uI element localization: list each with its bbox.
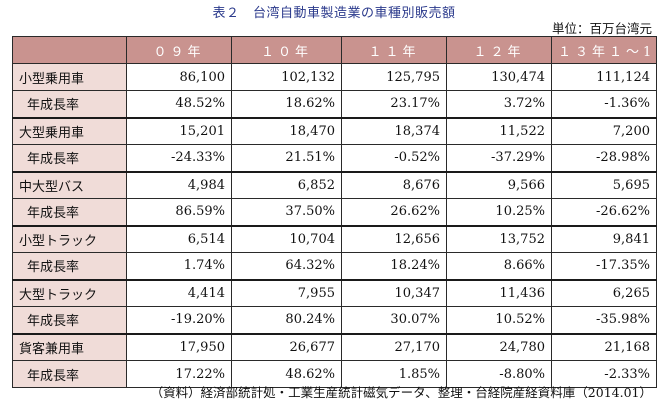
table-row: 年成長率 48.52% 18.62% 23.17% 3.72% -1.36% <box>12 90 657 118</box>
value-cell: 6,265 <box>551 278 657 307</box>
value-cell: 37.50% <box>231 198 342 226</box>
row-label: 大型トラック <box>12 278 127 307</box>
value-cell: 18,470 <box>231 116 342 145</box>
value-cell: 1.74% <box>126 252 232 280</box>
header-cell: １１年 <box>341 36 447 64</box>
row-label: 年成長率 <box>12 90 127 118</box>
value-cell: 18.62% <box>231 90 342 118</box>
header-cell: １３年１〜10月 <box>551 36 657 64</box>
value-cell: 12,656 <box>341 224 447 253</box>
value-cell: 5,695 <box>551 170 657 199</box>
value-cell: -26.62% <box>551 198 657 226</box>
row-label: 小型トラック <box>12 224 127 253</box>
table-row: 年成長率 -19.20% 80.24% 30.07% 10.52% -35.98% <box>12 306 657 334</box>
row-label: 小型乗用車 <box>12 63 127 91</box>
value-cell: 4,984 <box>126 170 232 199</box>
table-row: 小型乗用車 86,100 102,132 125,795 130,474 111,124 <box>12 63 657 91</box>
value-cell: 6,852 <box>231 170 342 199</box>
header-cell: ０９年 <box>126 36 232 64</box>
value-cell: 1.85% <box>341 360 447 388</box>
header-row: ０９年 １０年 １１年 １２年 １３年１〜10月 <box>12 36 657 64</box>
row-label: 年成長率 <box>12 360 127 388</box>
unit-label: 単位：百万台湾元 <box>551 21 652 36</box>
value-cell: -24.33% <box>126 144 232 172</box>
table-row: 年成長率 86.59% 37.50% 26.62% 10.25% -26.62% <box>12 198 657 226</box>
value-cell: 48.62% <box>231 360 342 388</box>
value-cell: -28.98% <box>551 144 657 172</box>
value-cell: 9,841 <box>551 224 657 253</box>
value-cell: 15,201 <box>126 116 232 145</box>
value-cell: -19.20% <box>126 306 232 334</box>
value-cell: 4,414 <box>126 278 232 307</box>
value-cell: 10,704 <box>231 224 342 253</box>
value-cell: 111,124 <box>551 63 657 91</box>
value-cell: -1.36% <box>551 90 657 118</box>
table-row: 小型トラック 6,514 10,704 12,656 13,752 9,841 <box>12 224 657 253</box>
row-label: 大型乗用車 <box>12 116 127 145</box>
value-cell: 7,200 <box>551 116 657 145</box>
row-label: 年成長率 <box>12 198 127 226</box>
value-cell: 27,170 <box>341 332 447 361</box>
value-cell: 8,676 <box>341 170 447 199</box>
value-cell: 23.17% <box>341 90 447 118</box>
value-cell: 6,514 <box>126 224 232 253</box>
value-cell: 102,132 <box>231 63 342 91</box>
row-label: 中大型バス <box>12 170 127 199</box>
value-cell: -17.35% <box>551 252 657 280</box>
value-cell: 21,168 <box>551 332 657 361</box>
value-cell: 10,347 <box>341 278 447 307</box>
value-cell: 48.52% <box>126 90 232 118</box>
value-cell: 24,780 <box>446 332 552 361</box>
value-cell: 30.07% <box>341 306 447 334</box>
value-cell: 26.62% <box>341 198 447 226</box>
value-cell: 18.24% <box>341 252 447 280</box>
value-cell: -0.52% <box>341 144 447 172</box>
value-cell: 64.32% <box>231 252 342 280</box>
value-cell: 10.52% <box>446 306 552 334</box>
value-cell: 21.51% <box>231 144 342 172</box>
row-label: 年成長率 <box>12 252 127 280</box>
table-title: 表２ 台湾自動車製造業の車種別販売額 <box>212 6 456 21</box>
value-cell: 26,677 <box>231 332 342 361</box>
value-cell: -37.29% <box>446 144 552 172</box>
table-row: 大型トラック 4,414 7,955 10,347 11,436 6,265 <box>12 278 657 307</box>
value-cell: 3.72% <box>446 90 552 118</box>
table-row: 年成長率 1.74% 64.32% 18.24% 8.66% -17.35% <box>12 252 657 280</box>
value-cell: 13,752 <box>446 224 552 253</box>
header-cell: １２年 <box>446 36 552 64</box>
header-cell: １０年 <box>231 36 342 64</box>
table-row: 年成長率 17.22% 48.62% 1.85% -8.80% -2.33% <box>12 360 657 388</box>
value-cell: -2.33% <box>551 360 657 388</box>
value-cell: 18,374 <box>341 116 447 145</box>
value-cell: 9,566 <box>446 170 552 199</box>
table-row: 年成長率 -24.33% 21.51% -0.52% -37.29% -28.98% <box>12 144 657 172</box>
value-cell: -35.98% <box>551 306 657 334</box>
value-cell: 86,100 <box>126 63 232 91</box>
source-note: （資料）経済部統計処・工業生産統計磁気データ、整理・台経院産経資料庫（2014.… <box>150 385 652 400</box>
value-cell: 7,955 <box>231 278 342 307</box>
value-cell: -8.80% <box>446 360 552 388</box>
row-label: 年成長率 <box>12 306 127 334</box>
value-cell: 11,436 <box>446 278 552 307</box>
value-cell: 8.66% <box>446 252 552 280</box>
sales-table: ０９年 １０年 １１年 １２年 １３年１〜10月 小型乗用車86,100102,… <box>12 36 657 388</box>
table-row: 中大型バス 4,984 6,852 8,676 9,566 5,695 <box>12 170 657 199</box>
value-cell: 130,474 <box>446 63 552 91</box>
value-cell: 80.24% <box>231 306 342 334</box>
row-label: 貨客兼用車 <box>12 332 127 361</box>
table-row: 大型乗用車 15,201 18,470 18,374 11,522 7,200 <box>12 116 657 145</box>
value-cell: 17,950 <box>126 332 232 361</box>
header-cell <box>12 36 127 64</box>
value-cell: 125,795 <box>341 63 447 91</box>
value-cell: 11,522 <box>446 116 552 145</box>
row-label: 年成長率 <box>12 144 127 172</box>
table-row: 貨客兼用車 17,950 26,677 27,170 24,780 21,168 <box>12 332 657 361</box>
value-cell: 10.25% <box>446 198 552 226</box>
value-cell: 86.59% <box>126 198 232 226</box>
